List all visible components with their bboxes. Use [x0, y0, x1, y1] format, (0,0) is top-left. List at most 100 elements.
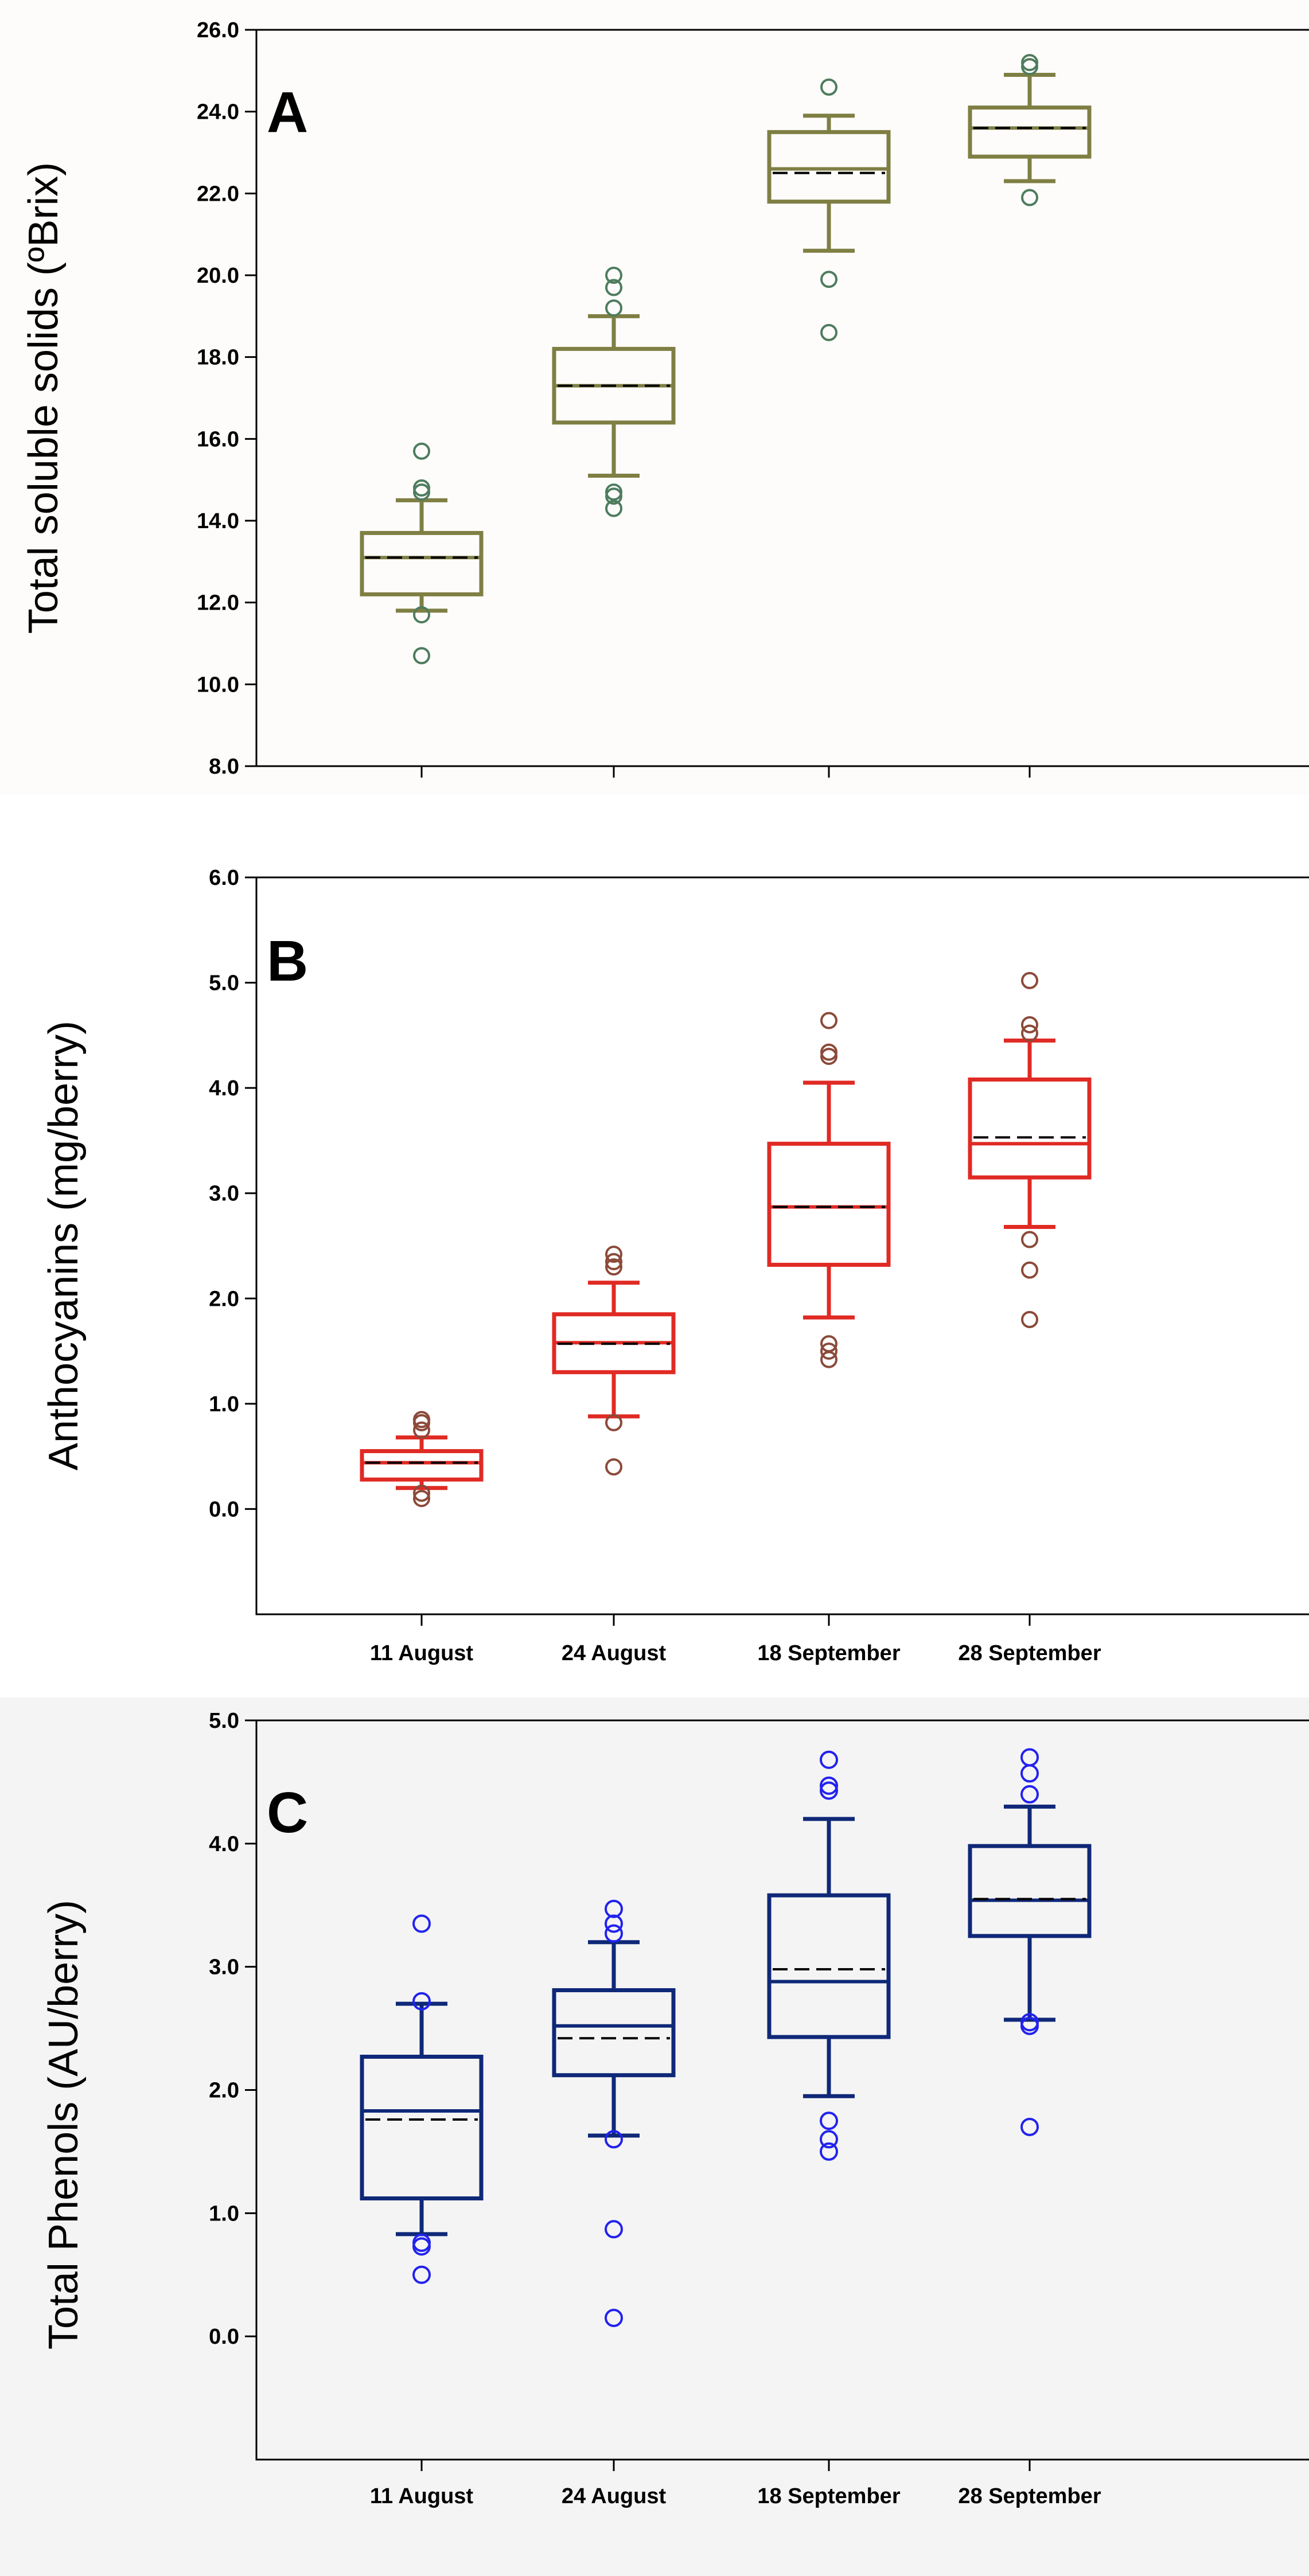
- y-tick-label: 0.0: [209, 1497, 239, 1521]
- x-tick-label: 18 September: [757, 1641, 900, 1665]
- outlier-point: [820, 2130, 838, 2149]
- panel-letter: A: [267, 80, 308, 145]
- box-18-september: [767, 1750, 891, 2161]
- y-tick-label: 0.0: [209, 2325, 239, 2349]
- outlier-point: [412, 1914, 431, 1933]
- outlier-point: [605, 2220, 623, 2239]
- panel-b: 0.0 1.0 2.0 3.0 4.0 5.0 6.0 Anthocyanins (mg/be…: [0, 794, 1309, 1703]
- y-tick-label: 16.0: [197, 427, 239, 451]
- box-24-august: [552, 1246, 676, 1476]
- outlier-point: [820, 1776, 838, 1795]
- outlier-point: [1021, 189, 1038, 206]
- y-tick-label: 12.0: [197, 591, 239, 615]
- outlier-point: [412, 2265, 431, 2284]
- outlier-point: [820, 271, 837, 288]
- y-tick-label: 10.0: [197, 673, 239, 697]
- box-18-september: [767, 78, 891, 341]
- box-11-august: [360, 1411, 484, 1508]
- y-tick-label: 6.0: [209, 866, 239, 890]
- y-tick-label: 2.0: [209, 1287, 239, 1311]
- outlier-point: [820, 1043, 837, 1061]
- outlier-point: [605, 499, 622, 517]
- outlier-point: [605, 483, 622, 501]
- outlier-point: [820, 1012, 837, 1029]
- panel-background: [0, 1697, 1309, 2576]
- outlier-point: [820, 2111, 838, 2130]
- outlier-point: [413, 442, 430, 460]
- outlier-point: [1020, 2013, 1039, 2032]
- box-28-september: [968, 1748, 1092, 2136]
- outlier-point: [413, 1490, 430, 1508]
- panel-c: 0.0 1.0 2.0 3.0 4.0 5.0 Total Phenols (AU/berr…: [0, 1697, 1309, 2576]
- outlier-point: [605, 1258, 622, 1276]
- outlier-point: [605, 267, 622, 284]
- outlier-point: [413, 606, 430, 624]
- outlier-point: [412, 2233, 431, 2252]
- y-tick-label: 5.0: [209, 971, 239, 996]
- interquartile-box: [360, 1449, 484, 1482]
- y-tick-label: 4.0: [209, 1832, 239, 1856]
- outlier-point: [1021, 1024, 1038, 1042]
- x-tick-label: 18 September: [757, 2484, 900, 2508]
- outlier-point: [820, 323, 837, 341]
- y-tick-label: 8.0: [209, 755, 239, 779]
- outlier-point: [1021, 1016, 1038, 1033]
- panel-letter: C: [267, 1781, 308, 1845]
- y-tick-label: 22.0: [197, 182, 239, 206]
- outlier-point: [605, 1246, 622, 1263]
- outlier-point: [820, 1335, 837, 1353]
- y-tick-label: 26.0: [197, 18, 239, 42]
- interquartile-box: [552, 1988, 676, 2078]
- outlier-point: [605, 299, 622, 317]
- panel-a: 8.0 10.0 12.0 14.0 16.0 18.0 20.0 22.0 24.0 26.0 T…: [0, 0, 1309, 822]
- y-tick-label: 4.0: [209, 1076, 239, 1100]
- outlier-point: [1021, 1261, 1038, 1279]
- x-tick-label: 28 September: [958, 1641, 1101, 1665]
- y-tick-label: 2.0: [209, 2079, 239, 2103]
- outlier-point: [413, 1484, 430, 1502]
- y-axis-title: Total soluble solids (ºBrix): [21, 162, 67, 634]
- y-axis-title: Anthocyanins (mg/berry): [41, 1021, 87, 1470]
- outlier-point: [605, 1914, 623, 1933]
- box-28-september: [968, 54, 1092, 206]
- panel-letter: B: [267, 929, 308, 993]
- y-tick-label: 24.0: [197, 100, 239, 124]
- box-18-september: [767, 1012, 891, 1368]
- outlier-point: [820, 1750, 838, 1769]
- outlier-point: [1020, 1785, 1039, 1804]
- box-11-august: [360, 442, 484, 665]
- y-tick-label: 5.0: [209, 1709, 239, 1733]
- y-tick-label: 1.0: [209, 1392, 239, 1416]
- x-tick-label: 28 September: [958, 2484, 1101, 2508]
- outlier-point: [1021, 54, 1038, 72]
- outlier-point: [1021, 1311, 1038, 1328]
- outlier-point: [1021, 1231, 1038, 1248]
- box-24-august: [552, 1899, 676, 2327]
- y-tick-label: 3.0: [209, 1956, 239, 1980]
- outlier-point: [820, 2142, 838, 2161]
- outlier-point: [413, 647, 430, 665]
- outlier-point: [1021, 971, 1038, 989]
- box-24-august: [552, 267, 676, 517]
- outlier-point: [413, 1421, 430, 1439]
- interquartile-box: [968, 1077, 1092, 1180]
- y-tick-label: 20.0: [197, 264, 239, 288]
- x-tick-label: 24 August: [562, 1641, 667, 1665]
- interquartile-box: [968, 106, 1092, 159]
- outlier-point: [1020, 1748, 1039, 1767]
- outlier-point: [413, 479, 430, 497]
- plot-frame: [255, 876, 1309, 1615]
- outlier-point: [820, 1342, 837, 1360]
- outlier-point: [605, 1899, 623, 1918]
- outlier-point: [413, 1411, 430, 1428]
- outlier-point: [605, 2308, 623, 2327]
- interquartile-box: [767, 1893, 891, 2039]
- x-tick-label: 11 August: [370, 2484, 474, 2508]
- y-axis-title: Total Phenols (AU/berry): [41, 1900, 87, 2349]
- interquartile-box: [968, 1844, 1092, 1938]
- box-28-september: [968, 971, 1092, 1328]
- y-tick-label: 3.0: [209, 1182, 239, 1206]
- panel-background: [0, 794, 1309, 1703]
- y-tick-label: 14.0: [197, 509, 239, 533]
